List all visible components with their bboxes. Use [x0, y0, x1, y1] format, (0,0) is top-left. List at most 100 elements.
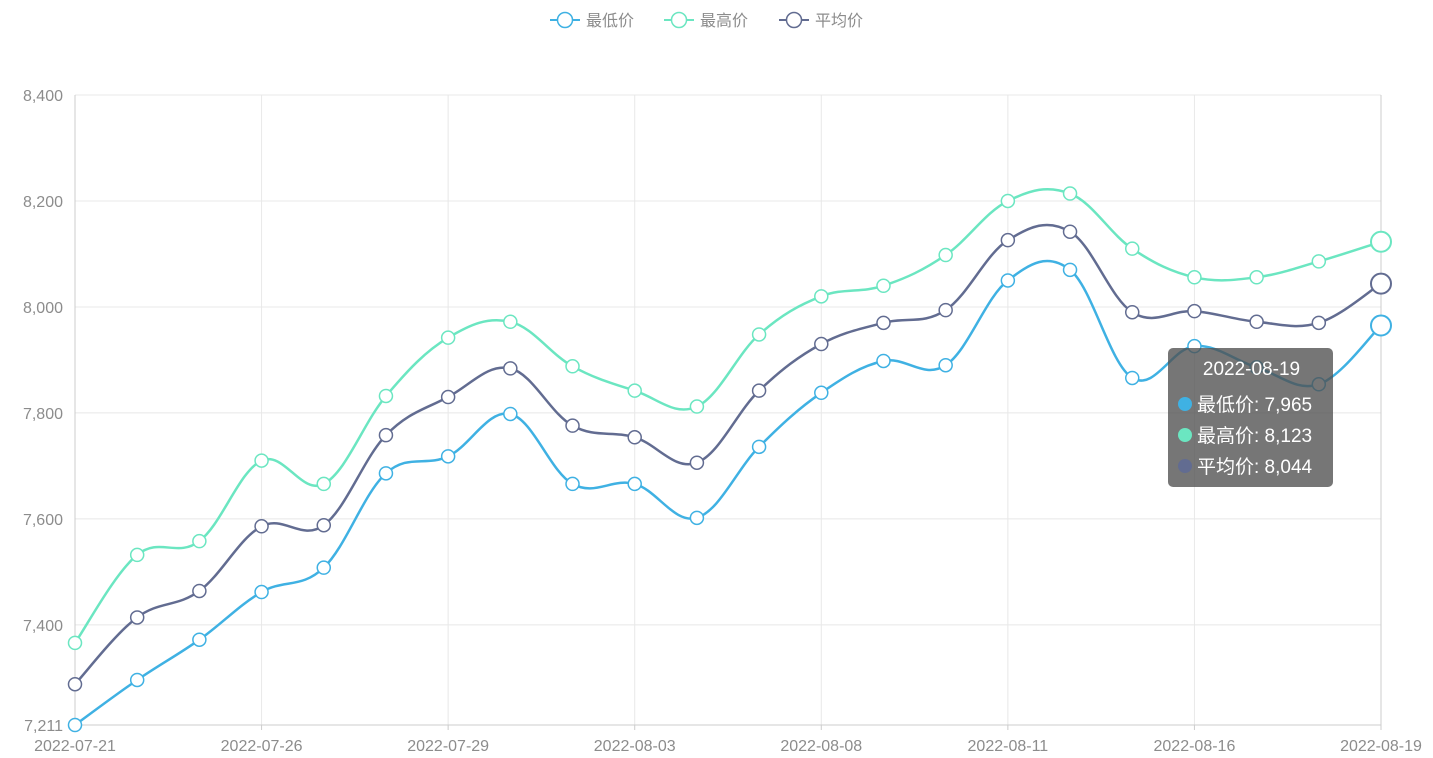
data-point-avg[interactable]	[503, 361, 518, 376]
data-point-high[interactable]	[1000, 193, 1016, 209]
x-tick-label: 2022-08-11	[968, 738, 1049, 755]
series-line-low	[74, 259, 1382, 727]
data-point-avg[interactable]	[316, 517, 332, 533]
data-point-high[interactable]	[1249, 270, 1264, 285]
data-point-high[interactable]	[814, 289, 829, 304]
data-point-high[interactable]	[751, 327, 767, 342]
data-point-avg[interactable]	[876, 315, 891, 331]
tooltip-label-low: 最低价: 7,965	[1197, 395, 1313, 416]
data-point-high[interactable]	[378, 388, 394, 404]
data-point-low[interactable]	[627, 476, 642, 492]
data-point-avg[interactable]	[129, 610, 145, 625]
data-point-avg[interactable]	[67, 676, 83, 692]
data-point-low[interactable]	[689, 510, 705, 526]
data-point-high[interactable]	[503, 314, 518, 330]
data-point-high[interactable]	[876, 278, 891, 293]
series-line-high	[73, 187, 1382, 644]
data-point-avg[interactable]	[565, 418, 580, 433]
legend-marker-avg[interactable]	[785, 11, 803, 29]
x-tick-label: 2022-07-21	[34, 738, 116, 755]
data-point-low[interactable]	[503, 406, 518, 422]
tooltip-dot-high	[1178, 427, 1192, 442]
data-point-low[interactable]	[316, 560, 332, 575]
data-point-avg[interactable]	[814, 336, 829, 352]
data-point-high[interactable]	[129, 547, 145, 563]
data-point-high[interactable]	[1062, 186, 1078, 201]
tooltip-title: 2022-08-19	[1202, 359, 1301, 380]
data-point-high[interactable]	[440, 330, 456, 345]
data-point-low[interactable]	[1062, 262, 1078, 278]
data-point-avg[interactable]	[689, 455, 705, 470]
data-point-avg[interactable]	[1370, 272, 1392, 295]
data-point-high[interactable]	[1311, 254, 1327, 269]
y-tick-label: 8,000	[23, 300, 63, 317]
data-point-low[interactable]	[1124, 370, 1140, 386]
data-point-high[interactable]	[316, 476, 332, 492]
x-tick-label: 2022-08-08	[780, 738, 862, 755]
data-point-high[interactable]	[1187, 270, 1202, 285]
data-point-low[interactable]	[378, 466, 394, 481]
data-point-avg[interactable]	[1187, 303, 1202, 319]
data-point-low[interactable]	[565, 476, 580, 492]
data-point-avg[interactable]	[1000, 232, 1016, 248]
data-point-high[interactable]	[1124, 241, 1140, 256]
tooltip-row-avg: 平均价: 8,044	[1178, 450, 1325, 481]
data-point-avg[interactable]	[1249, 314, 1264, 330]
data-point-high[interactable]	[67, 635, 83, 651]
y-tick-label: 7,211	[24, 718, 63, 735]
data-point-avg[interactable]	[751, 383, 767, 398]
data-point-high[interactable]	[254, 453, 269, 468]
tooltip-dot-low	[1178, 396, 1192, 411]
data-point-avg[interactable]	[378, 427, 394, 443]
tooltip-row-high: 最高价: 8,123	[1178, 419, 1325, 450]
axes: 7,211 7,400 7,600 7,800 8,000 8,200 8,400 2022-…	[23, 88, 1422, 755]
data-point-low[interactable]	[67, 717, 83, 733]
data-point-avg[interactable]	[1062, 224, 1078, 239]
legend-label-high[interactable]: 最高价	[700, 12, 748, 30]
x-tick-label: 2022-08-16	[1154, 738, 1236, 755]
tooltip-dot-avg	[1178, 458, 1192, 473]
data-point-low[interactable]	[876, 353, 891, 369]
x-tick-label: 2022-07-29	[407, 738, 489, 755]
y-tick-label: 8,200	[23, 194, 63, 211]
data-point-high[interactable]	[938, 247, 953, 263]
data-point-high[interactable]	[689, 399, 705, 414]
y-tick-label: 8,400	[23, 88, 63, 105]
data-point-avg[interactable]	[440, 389, 456, 405]
data-point-low[interactable]	[814, 385, 829, 401]
series-group	[67, 186, 1392, 733]
data-point-high[interactable]	[1370, 230, 1392, 253]
data-point-low[interactable]	[129, 672, 145, 688]
tooltip-label-avg: 平均价: 8,044	[1197, 457, 1313, 478]
data-point-low[interactable]	[938, 357, 953, 373]
data-point-avg[interactable]	[627, 430, 642, 445]
data-point-avg[interactable]	[1124, 304, 1140, 320]
legend-marker-low[interactable]	[556, 11, 574, 29]
tooltip: 2022-08-19 最低价: 7,965 最高价: 8,123 平均价: 8,…	[1168, 348, 1333, 487]
tooltip-label-high: 最高价: 8,123	[1197, 426, 1313, 447]
data-point-low[interactable]	[1370, 314, 1392, 337]
data-point-low[interactable]	[1000, 273, 1016, 288]
data-point-avg[interactable]	[1311, 315, 1327, 331]
data-point-avg[interactable]	[938, 302, 953, 318]
data-point-high[interactable]	[565, 359, 580, 374]
tooltip-row-low: 最低价: 7,965	[1178, 388, 1325, 419]
data-point-low[interactable]	[751, 439, 767, 455]
x-tick-label: 2022-08-19	[1340, 738, 1422, 755]
data-point-avg[interactable]	[192, 583, 207, 599]
legend-label-low[interactable]: 最低价	[586, 12, 634, 30]
legend[interactable]: 最低价 最高价 平均价	[550, 11, 863, 30]
legend-label-avg[interactable]: 平均价	[815, 12, 863, 30]
data-point-low[interactable]	[440, 449, 456, 464]
data-point-high[interactable]	[627, 383, 642, 398]
data-point-low[interactable]	[192, 632, 207, 647]
data-point-avg[interactable]	[254, 519, 269, 534]
y-tick-label: 7,800	[23, 406, 63, 423]
data-point-high[interactable]	[192, 533, 207, 549]
legend-marker-high[interactable]	[670, 11, 688, 29]
x-tick-label: 2022-07-26	[221, 738, 303, 755]
series-line-avg	[74, 223, 1382, 686]
y-tick-label: 7,400	[23, 618, 63, 635]
data-point-low[interactable]	[254, 584, 269, 600]
